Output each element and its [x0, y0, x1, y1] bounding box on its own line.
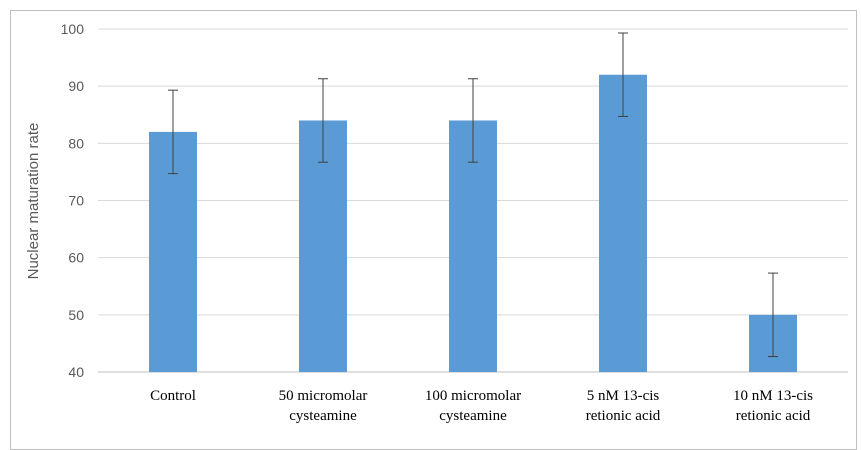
bar-chart: 40 50 60 70 80 90 100 Control 50 micromolar cyst…: [25, 21, 848, 424]
y-tick-label: 50: [68, 307, 84, 323]
x-category-label: 5 nM 13-cis: [587, 388, 660, 404]
x-category-label: cysteamine: [439, 408, 507, 424]
x-category-label: cysteamine: [289, 408, 357, 424]
x-axis-categories: Control 50 micromolar cysteamine 100 microm…: [150, 388, 813, 424]
y-tick-label: 70: [68, 193, 84, 209]
y-tick-label: 90: [68, 78, 84, 94]
x-category-label: Control: [150, 388, 196, 404]
y-axis-ticks: 40 50 60 70 80 90 100: [61, 21, 85, 380]
bar: [599, 74, 647, 372]
y-tick-label: 100: [61, 21, 85, 37]
x-category-label: 50 micromolar: [279, 388, 368, 404]
y-tick-label: 40: [68, 364, 84, 380]
y-tick-label: 60: [68, 250, 84, 266]
x-category-label: retionic acid: [586, 408, 661, 424]
x-category-label: 100 micromolar: [425, 388, 521, 404]
error-bars: [168, 32, 778, 358]
x-category-label: 10 nM 13-cis: [733, 388, 813, 404]
x-category-label: retionic acid: [736, 408, 811, 424]
y-tick-label: 80: [68, 135, 84, 151]
y-axis-title: Nuclear maturation rate: [25, 123, 42, 280]
